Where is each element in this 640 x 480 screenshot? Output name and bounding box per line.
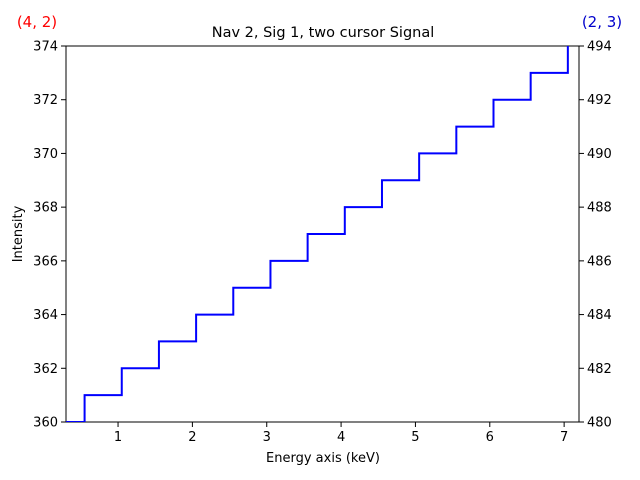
y-tick-label: 372: [33, 93, 58, 108]
y2-tick-label: 494: [587, 40, 612, 55]
x-tick-label: 5: [411, 430, 419, 445]
cursor-label-right: (2, 3): [582, 13, 622, 31]
y2-tick-label: 490: [587, 147, 612, 162]
cursor-label-left: (4, 2): [17, 13, 57, 31]
y-axis-ticks: 360 362 364 366 368 370 372 374: [33, 40, 66, 431]
x-tick-label: 3: [263, 430, 271, 445]
y-tick-label: 360: [33, 416, 58, 431]
y-tick-label: 368: [33, 201, 58, 216]
series-line-0: [66, 46, 569, 422]
y2-tick-label: 484: [587, 308, 612, 323]
y-tick-label: 366: [33, 254, 58, 269]
x-axis-ticks: 1 2 3 4 5 6 7: [114, 422, 568, 445]
x-tick-label: 7: [560, 430, 568, 445]
y-tick-label: 370: [33, 147, 58, 162]
y2-tick-label: 486: [587, 254, 612, 269]
x-tick-label: 4: [337, 430, 345, 445]
x-tick-label: 6: [486, 430, 494, 445]
y-tick-label: 374: [33, 40, 58, 55]
y-tick-label: 362: [33, 362, 58, 377]
y2-axis-ticks: 480 482 484 486 488 490 492 494: [579, 40, 612, 431]
plot-frame: [65, 45, 580, 423]
x-axis-label: Energy axis (keV): [266, 451, 380, 466]
y2-tick-label: 480: [587, 416, 612, 431]
chart-title: Nav 2, Sig 1, two cursor Signal: [212, 25, 435, 41]
x-tick-label: 2: [188, 430, 196, 445]
y2-tick-label: 488: [587, 201, 612, 216]
x-tick-label: 1: [114, 430, 122, 445]
y2-tick-label: 482: [587, 362, 612, 377]
series-layer: [66, 46, 569, 422]
y-axis-label: Intensity: [11, 205, 26, 262]
y2-tick-label: 492: [587, 93, 612, 108]
y-tick-label: 364: [33, 308, 58, 323]
